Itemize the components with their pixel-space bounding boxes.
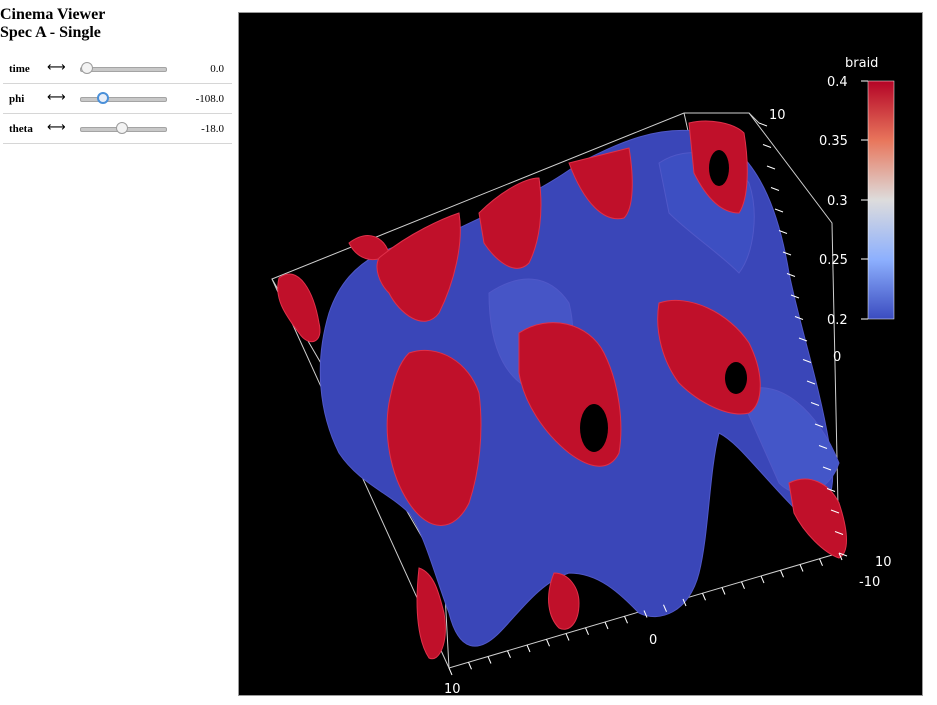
axis-tick-mark xyxy=(468,662,472,670)
axis-tick-mark xyxy=(585,627,589,635)
axis-tick-mark xyxy=(838,552,843,561)
app-title-line1: Cinema Viewer xyxy=(0,6,106,23)
axis-tick-mark xyxy=(778,230,788,234)
double-arrow-icon: ⟷ xyxy=(47,90,66,105)
axis-tick-mark xyxy=(774,208,784,213)
axis-tick-mark xyxy=(546,639,550,647)
axis-tick-mark xyxy=(702,593,706,601)
surface-holes xyxy=(580,150,747,452)
axis-label-bottom-mid: 0 xyxy=(649,633,657,648)
axis-tick-mark xyxy=(830,509,840,514)
axis-tick-mark xyxy=(838,552,848,557)
control-label: phi xyxy=(9,93,25,105)
control-row-time: time ⟷ 0.0 xyxy=(3,54,232,84)
axis-tick-mark xyxy=(663,604,667,612)
rendered-scene[interactable]: 10 0 10 -10 0 10 braid 0.4 0.35 0.3 0.25… xyxy=(239,13,922,695)
axis-tick-mark xyxy=(448,667,453,676)
control-label: time xyxy=(9,63,30,75)
phi-slider-thumb[interactable] xyxy=(97,92,109,104)
axis-tick-mark xyxy=(507,650,511,658)
axis-tick-mark xyxy=(822,466,832,471)
colorbar-tick-label: 0.35 xyxy=(819,134,848,149)
control-label: theta xyxy=(9,123,33,135)
axis-tick-mark xyxy=(487,656,492,664)
axis-label-right-mid: 0 xyxy=(833,350,841,365)
axis-tick-mark xyxy=(758,122,768,127)
axis-tick-mark xyxy=(770,187,780,191)
double-arrow-icon: ⟷ xyxy=(47,120,66,135)
axis-label-top-right: 10 xyxy=(769,108,786,123)
control-value: -108.0 xyxy=(195,93,224,105)
axis-label-right-bottom-a: 10 xyxy=(875,555,892,570)
axis-tick-mark xyxy=(762,144,772,148)
axis-tick-mark xyxy=(794,316,804,320)
axis-tick-mark xyxy=(604,621,609,630)
axis-tick-mark xyxy=(810,402,820,406)
app-title: Cinema Viewer Spec A - Single xyxy=(0,6,105,42)
time-slider-thumb[interactable] xyxy=(81,62,93,74)
axis-tick-mark xyxy=(565,633,570,641)
axis-tick-mark xyxy=(790,294,800,299)
colorbar-ticks xyxy=(861,80,868,320)
axis-label-right-bottom-b: -10 xyxy=(859,575,880,590)
axis-tick-mark xyxy=(682,598,687,607)
colorbar-tick-label: 0.3 xyxy=(827,194,848,209)
axis-tick-mark xyxy=(782,251,792,256)
control-value: -18.0 xyxy=(201,123,224,135)
axis-tick-mark xyxy=(624,616,628,624)
axis-tick-mark xyxy=(741,581,745,589)
axis-tick-mark xyxy=(526,644,531,653)
app-title-line2: Spec A - Single xyxy=(0,24,101,41)
colorbar-gradient xyxy=(867,80,895,320)
phi-slider-track[interactable] xyxy=(80,97,167,102)
axis-tick-mark xyxy=(798,337,808,342)
theta-slider-thumb[interactable] xyxy=(116,122,128,134)
colorbar-title: braid xyxy=(845,56,878,71)
control-value: 0.0 xyxy=(210,63,224,75)
control-row-theta: theta ⟷ -18.0 xyxy=(3,114,232,144)
axis-tick-mark xyxy=(819,558,823,566)
axis-tick-mark xyxy=(786,273,796,277)
axis-ticks xyxy=(448,122,848,676)
control-row-phi: phi ⟷ -108.0 xyxy=(3,84,232,114)
axis-tick-mark xyxy=(802,359,812,363)
axis-tick-mark xyxy=(780,570,784,578)
axis-tick-mark xyxy=(818,445,828,449)
axis-tick-mark xyxy=(834,531,844,535)
parameter-controls: time ⟷ 0.0 phi ⟷ -108.0 theta ⟷ -18.0 xyxy=(3,54,232,144)
axis-label-bottom-left: 10 xyxy=(444,682,461,695)
axis-tick-mark xyxy=(799,564,804,572)
double-arrow-icon: ⟷ xyxy=(47,60,66,75)
axis-tick-mark xyxy=(760,575,765,584)
colorbar-tick-label: 0.4 xyxy=(827,75,848,90)
axis-tick-mark xyxy=(721,587,726,595)
axis-tick-mark xyxy=(826,488,836,492)
axis-tick-mark xyxy=(643,610,648,618)
colorbar-tick-label: 0.2 xyxy=(827,313,848,328)
time-slider-track[interactable] xyxy=(80,67,167,72)
render-viewport[interactable]: 10 0 10 -10 0 10 braid 0.4 0.35 0.3 0.25… xyxy=(238,12,923,696)
axis-tick-mark xyxy=(806,380,816,385)
axis-tick-mark xyxy=(814,423,824,428)
axis-tick-mark xyxy=(766,165,776,170)
colorbar-tick-label: 0.25 xyxy=(819,253,848,268)
